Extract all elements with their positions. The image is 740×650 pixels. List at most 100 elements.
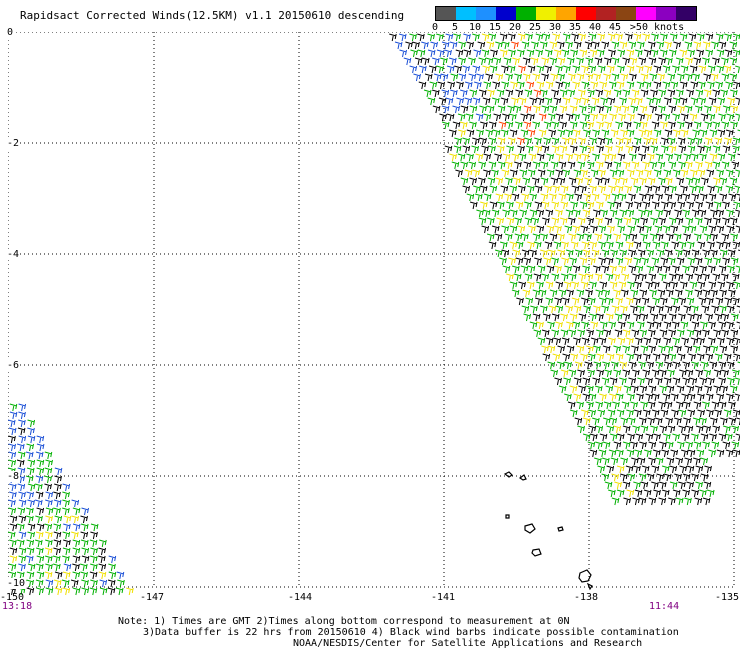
wind-barb	[670, 81, 679, 90]
wind-barb	[545, 337, 554, 346]
wind-barb	[45, 459, 53, 468]
wind-barb	[693, 441, 702, 450]
wind-barb	[595, 289, 604, 298]
wind-barb	[582, 249, 591, 258]
wind-barb	[716, 209, 724, 218]
wind-barb	[718, 377, 726, 386]
wind-barb	[668, 313, 677, 322]
wind-barb	[690, 305, 699, 314]
wind-barb	[532, 105, 541, 114]
wind-barb	[581, 321, 589, 330]
wind-barb	[485, 57, 494, 66]
wind-barb	[512, 57, 520, 66]
wind-barb	[736, 193, 740, 202]
wind-barb	[546, 265, 555, 274]
wind-barb	[454, 137, 462, 146]
wind-barb	[573, 169, 582, 178]
wind-barb	[529, 193, 537, 202]
wind-barb	[523, 121, 532, 130]
wind-barb	[627, 225, 636, 234]
wind-barb	[603, 89, 612, 98]
wind-barb	[555, 153, 564, 162]
wind-barb	[494, 249, 503, 258]
wind-barb	[71, 531, 79, 540]
wind-barb	[721, 57, 729, 66]
wind-barb	[606, 353, 615, 362]
wind-barb	[562, 97, 571, 106]
wind-barb	[72, 547, 81, 556]
wind-barb	[26, 507, 34, 516]
wind-barb	[684, 41, 693, 50]
wind-barb	[596, 329, 604, 338]
wind-barb	[696, 353, 705, 362]
wind-barb	[734, 185, 740, 194]
wind-barb	[643, 241, 651, 250]
wind-barb	[733, 353, 740, 362]
wind-barb	[509, 241, 518, 250]
wind-barb	[654, 265, 663, 274]
wind-barb	[698, 81, 706, 90]
wind-barb	[638, 153, 646, 162]
wind-barb	[714, 353, 723, 362]
wind-barb	[709, 433, 717, 442]
wind-barb	[541, 145, 550, 154]
wind-barb	[660, 257, 669, 266]
wind-barb	[596, 105, 604, 114]
wind-barb	[686, 329, 695, 338]
wind-barb	[576, 345, 585, 354]
wind-barb	[557, 233, 565, 242]
wind-barb	[682, 473, 691, 482]
island-outline	[531, 548, 542, 557]
wind-barb	[551, 145, 560, 154]
wind-barb	[542, 313, 551, 322]
wind-barb	[457, 153, 466, 162]
wind-barb	[668, 161, 677, 170]
wind-barb	[502, 209, 510, 218]
wind-barb	[27, 459, 36, 468]
wind-barb	[532, 121, 540, 130]
wind-barb	[704, 385, 712, 394]
wind-barb	[664, 193, 673, 202]
wind-barb	[620, 73, 629, 82]
wind-barb	[45, 587, 54, 596]
wind-barb	[583, 129, 591, 138]
wind-barb	[723, 425, 731, 434]
wind-barb	[62, 571, 71, 580]
wind-barb	[711, 441, 720, 450]
wind-barb	[658, 217, 666, 226]
wind-barb	[545, 81, 554, 90]
wind-barb	[527, 265, 536, 274]
wind-barb	[626, 129, 635, 138]
wind-barb	[54, 587, 63, 596]
wind-barb	[568, 233, 577, 242]
wind-barb	[551, 121, 560, 130]
wind-barb	[36, 435, 45, 444]
wind-barb	[642, 201, 651, 210]
wind-barb	[640, 345, 649, 354]
wind-barb	[501, 65, 509, 74]
wind-barb	[663, 209, 671, 218]
wind-barb	[62, 555, 70, 564]
wind-barb	[717, 337, 725, 346]
wind-barb	[570, 241, 579, 250]
wind-barb	[9, 539, 17, 548]
wind-barb	[563, 377, 571, 386]
wind-barb	[489, 201, 498, 210]
wind-barb	[661, 185, 670, 194]
wind-barb	[593, 265, 601, 274]
wind-barb	[54, 475, 62, 484]
wind-barb	[525, 33, 533, 42]
wind-barb	[640, 73, 649, 82]
legend-swatch	[616, 7, 636, 20]
wind-barb	[720, 273, 729, 282]
wind-barb	[613, 161, 622, 170]
wind-barb	[686, 297, 695, 306]
wind-barb	[528, 153, 537, 162]
wind-barb	[9, 411, 18, 420]
wind-barb	[512, 249, 521, 258]
wind-barb	[515, 201, 524, 210]
wind-barb	[626, 49, 635, 58]
wind-barb	[639, 273, 647, 282]
wind-barb	[694, 273, 703, 282]
wind-barb	[34, 539, 43, 548]
